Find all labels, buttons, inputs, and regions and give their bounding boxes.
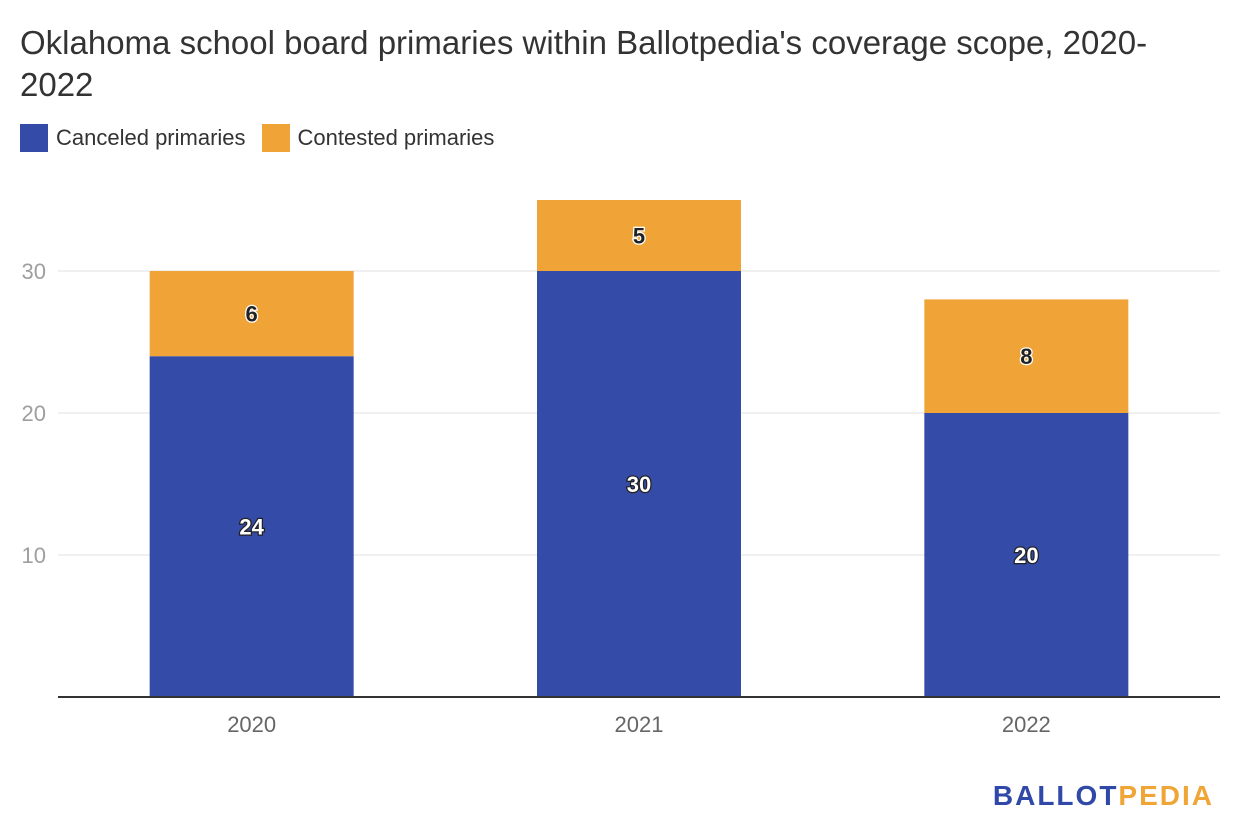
ballotpedia-logo: BALLOTPEDIA	[993, 780, 1214, 812]
y-tick-label-20: 20	[22, 401, 46, 426]
legend-swatch-canceled	[20, 124, 48, 152]
bar-2022-canceled	[924, 413, 1129, 697]
bar-2021-canceled	[537, 271, 741, 697]
logo-part-pedia: PEDIA	[1118, 780, 1214, 811]
x-tick-label-2021: 2021	[615, 712, 664, 737]
legend-item-contested: Contested primaries	[261, 124, 495, 152]
legend-swatch-contested	[261, 124, 290, 152]
bar-2022-contested	[924, 299, 1129, 413]
bar-2020-contested	[149, 271, 354, 357]
bar-2021-contested	[537, 200, 741, 271]
x-tick-label-2022: 2022	[1002, 712, 1051, 737]
logo-part-ballot: BALLOT	[992, 780, 1119, 811]
data-label-2022-canceled: 20	[1014, 543, 1038, 568]
data-label-2022-contested: 8	[1020, 344, 1032, 369]
data-label-2021-canceled: 30	[627, 472, 651, 497]
chart-title: Oklahoma school board primaries within B…	[20, 24, 1148, 103]
data-label-2021-contested: 5	[633, 224, 645, 249]
data-label-2020-canceled: 24	[239, 515, 264, 540]
legend-item-canceled: Canceled primaries	[20, 124, 246, 152]
bar-2020-canceled	[149, 356, 354, 697]
y-tick-label-10: 10	[22, 543, 46, 568]
legend: Canceled primaries Contested primaries	[20, 124, 494, 152]
legend-label-contested: Contested primaries	[297, 125, 495, 150]
y-tick-label-30: 30	[22, 259, 46, 284]
data-label-2020-contested: 6	[246, 302, 258, 327]
x-tick-label-2020: 2020	[227, 712, 276, 737]
legend-label-canceled: Canceled primaries	[56, 125, 246, 150]
